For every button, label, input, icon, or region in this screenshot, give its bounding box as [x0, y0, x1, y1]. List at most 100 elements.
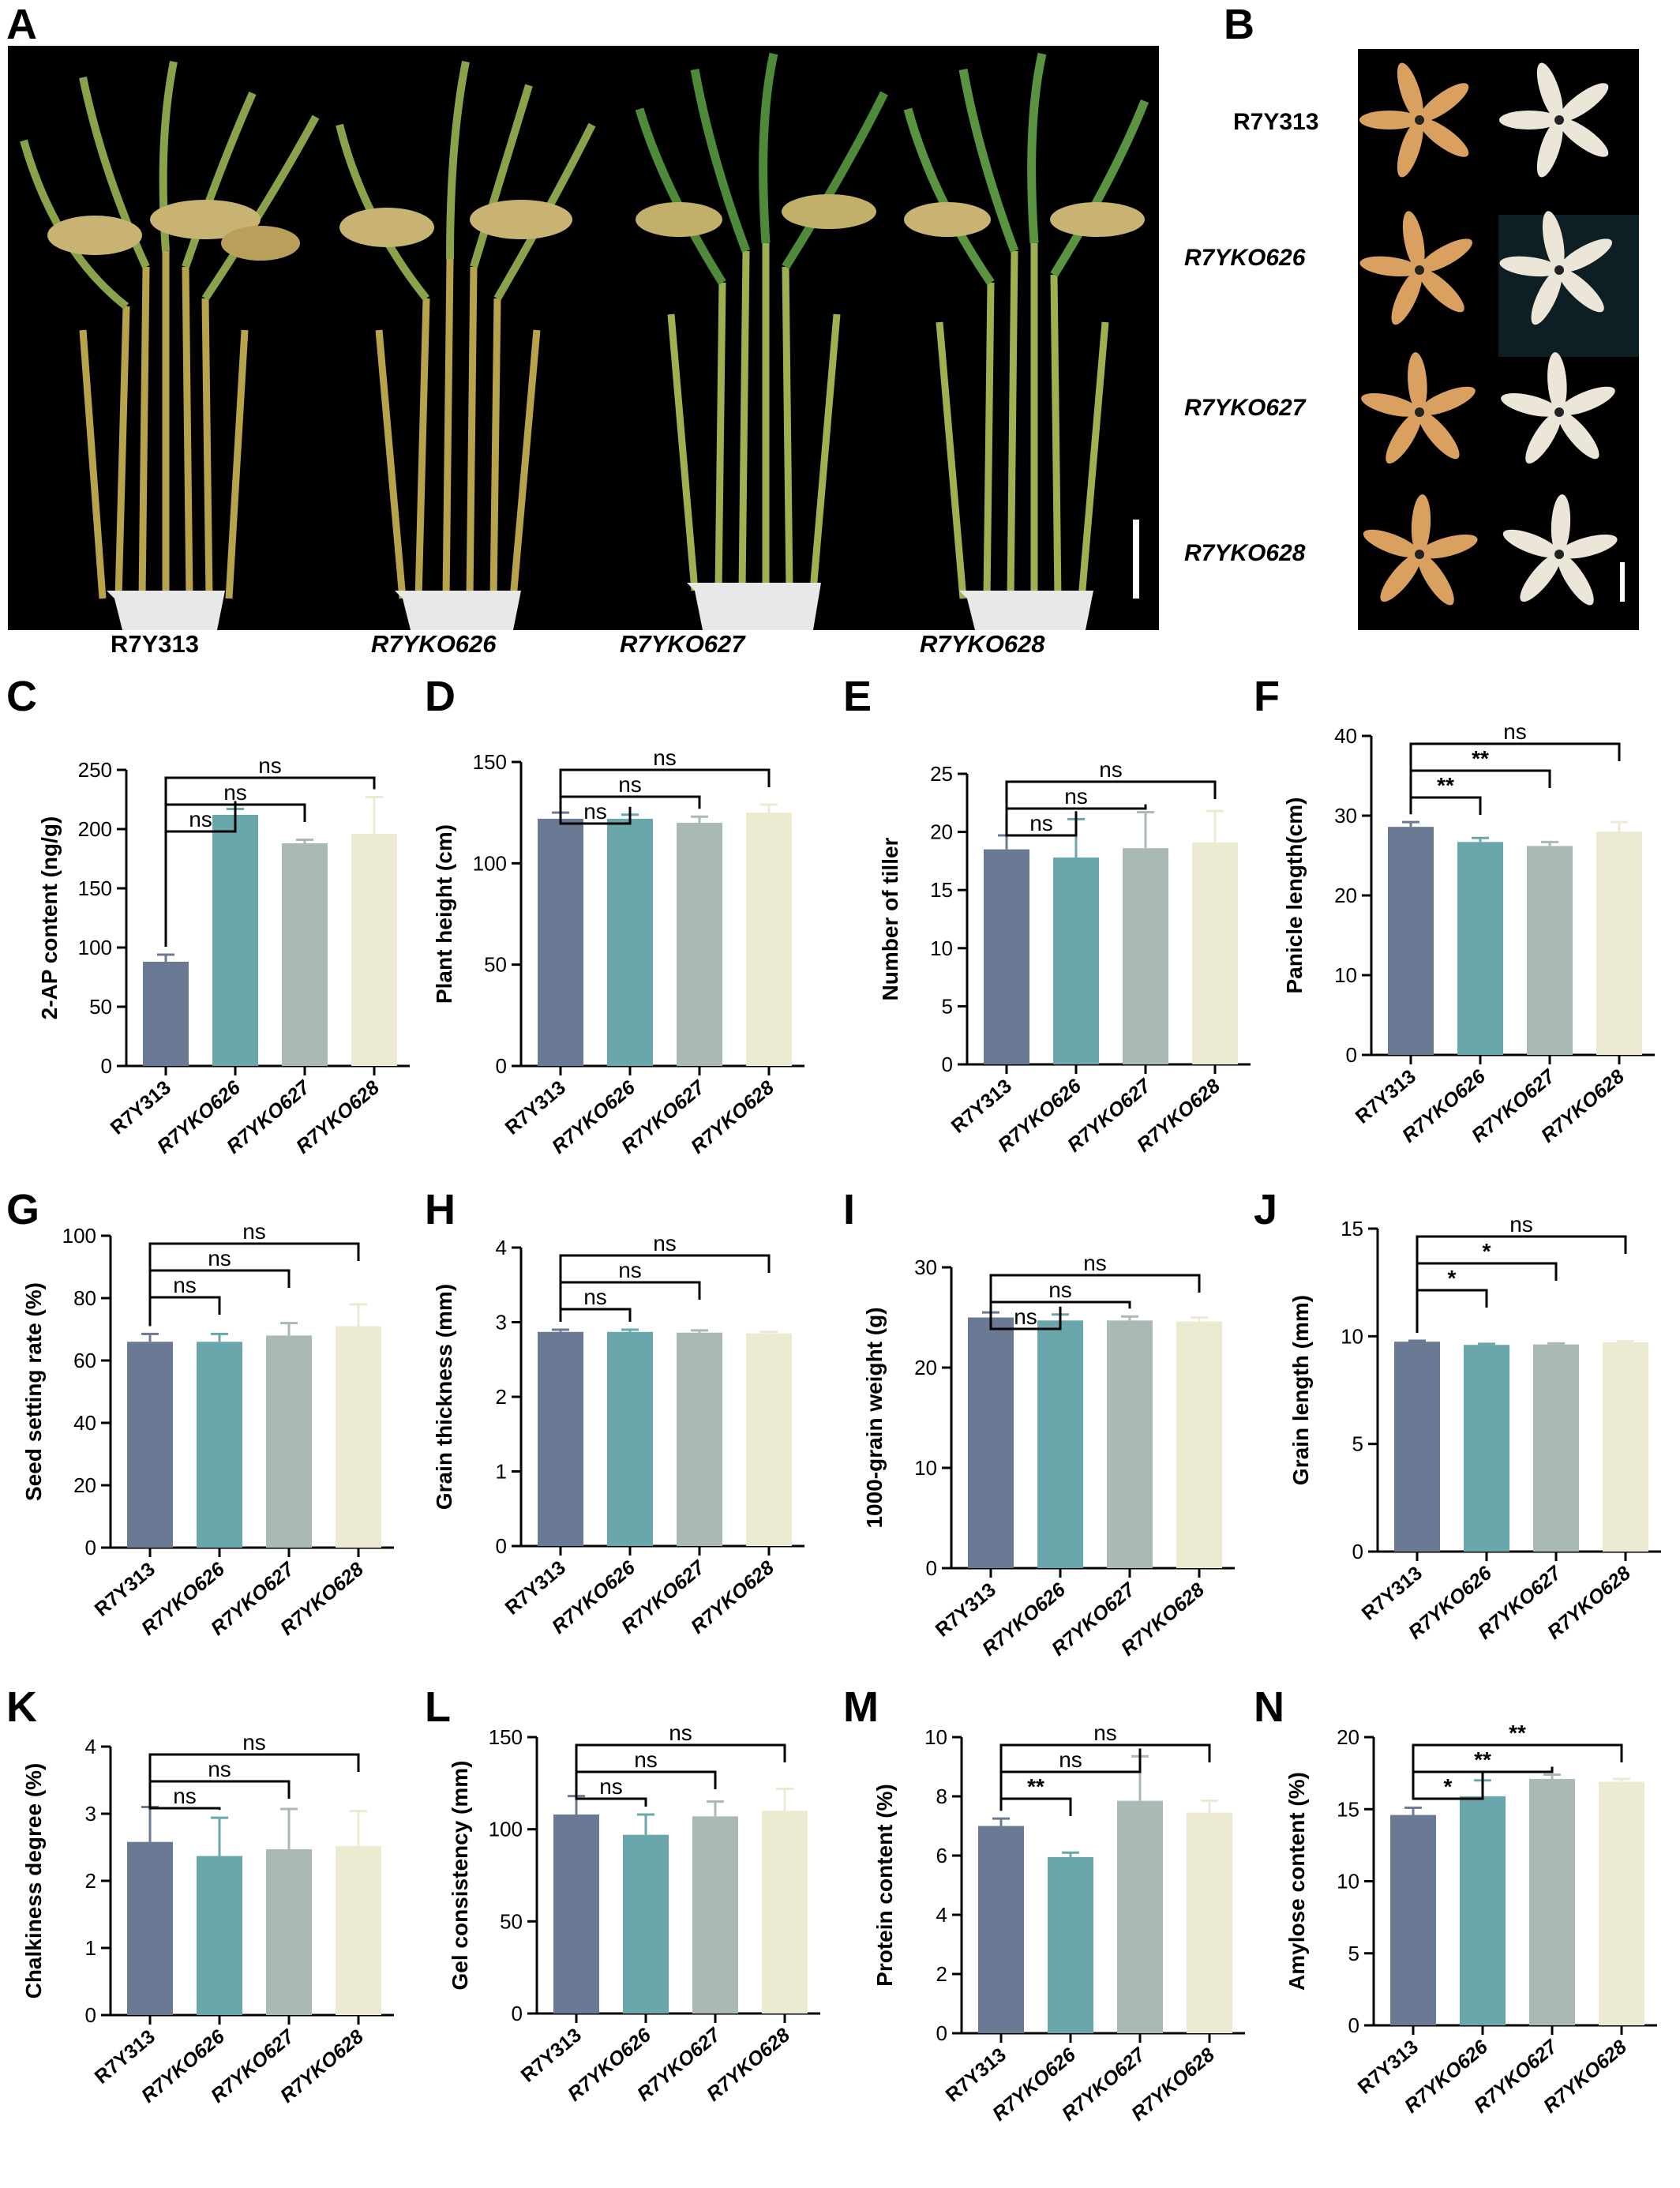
- plant-r7y313: [20, 61, 320, 630]
- y-tick-label: 1: [496, 1460, 507, 1484]
- y-axis-label: Protein content (%): [872, 1784, 897, 1987]
- bar: [1457, 842, 1503, 1055]
- significance-label: ns: [583, 799, 607, 824]
- panel-letter: I: [843, 1186, 855, 1233]
- y-tick-label: 80: [73, 1286, 96, 1310]
- grain-row-label: R7Y313: [1233, 109, 1319, 135]
- significance-label: ns: [1048, 1278, 1072, 1302]
- bar: [1603, 1342, 1648, 1552]
- y-axis-label: Grain thickness (mm): [432, 1284, 456, 1510]
- grain: [1402, 211, 1425, 271]
- y-tick-label: 4: [85, 1735, 96, 1758]
- y-tick-label: 8: [936, 1785, 947, 1808]
- grain: [1558, 386, 1615, 415]
- grain: [1397, 119, 1423, 178]
- bar: [1388, 827, 1434, 1055]
- significance-bracket: [999, 1743, 1211, 1811]
- bar: [266, 1849, 312, 2015]
- y-tick-label: 15: [1337, 1797, 1359, 1821]
- plant-caption: R7YKO628: [920, 630, 1045, 658]
- y-axis-label: Panicle length(cm): [1282, 798, 1307, 994]
- y-axis-label: Chalkiness degree (%): [21, 1763, 46, 1999]
- bar: [197, 1856, 242, 2015]
- significance-label: ns: [669, 1721, 692, 1745]
- bar: [1048, 1856, 1093, 2033]
- grain: [1417, 554, 1454, 606]
- plant-caption: R7YKO626: [371, 630, 497, 658]
- bar: [336, 1326, 381, 1548]
- grain: [1501, 392, 1560, 417]
- y-tick-label: 0: [1346, 1043, 1357, 1067]
- grain: [1536, 62, 1563, 121]
- significance-bracket: [989, 1274, 1201, 1305]
- significance-label: ns: [173, 1273, 197, 1297]
- grain: [1361, 392, 1420, 417]
- bar: [1390, 1815, 1436, 2025]
- y-tick-label: 0: [85, 2003, 96, 2027]
- y-tick-label: 0: [496, 1534, 507, 1558]
- y-tick-label: 1: [85, 1936, 96, 1960]
- grain-row-label: R7YKO626: [1184, 245, 1306, 271]
- bar: [677, 1332, 722, 1546]
- significance-label: ns: [653, 1231, 677, 1255]
- panel-letter: E: [843, 673, 872, 720]
- bar: [127, 1841, 173, 2015]
- significance-label: ns: [1014, 1304, 1037, 1329]
- milled-grain-cluster: [1499, 62, 1609, 178]
- grain-center: [1554, 550, 1564, 559]
- y-axis-label: 2-AP content (ng/g): [37, 816, 62, 1020]
- grain-center: [1554, 115, 1564, 125]
- bar: [1596, 831, 1642, 1055]
- panel-letter: N: [1254, 1683, 1284, 1731]
- y-tick-label: 20: [1334, 884, 1357, 907]
- scale-bar: [1620, 562, 1625, 602]
- panel-letter: C: [6, 673, 37, 720]
- bar: [1599, 1781, 1644, 2025]
- bar: [762, 1811, 808, 2013]
- grain: [1558, 268, 1604, 313]
- y-tick-label: 200: [78, 817, 112, 841]
- bar: [1527, 846, 1573, 1055]
- grain: [1418, 268, 1464, 313]
- bar: [677, 823, 722, 1066]
- bar: [692, 1816, 738, 2013]
- milled-grain-cluster: [1502, 494, 1618, 606]
- plant-photo-panel: [8, 46, 1159, 630]
- grain-center: [1554, 407, 1564, 417]
- grain: [1558, 118, 1609, 157]
- panel-letter: K: [6, 1683, 37, 1731]
- y-axis-label: Plant height (cm): [432, 824, 456, 1004]
- bar: [1192, 842, 1238, 1064]
- bar: [282, 843, 328, 1066]
- panel-letter: F: [1254, 673, 1280, 720]
- significance-label: ns: [1503, 719, 1527, 744]
- bar: [607, 1331, 653, 1546]
- significance-bracket: [1412, 1743, 1623, 1800]
- bar: [623, 1834, 669, 2013]
- y-tick-label: 20: [914, 1356, 937, 1379]
- bar: [1117, 1800, 1163, 2033]
- significance-label: **: [1474, 1747, 1491, 1772]
- bar: [746, 813, 792, 1066]
- bar: [336, 1845, 381, 2015]
- significance-bracket: [575, 1743, 786, 1788]
- y-tick-label: 3: [496, 1311, 507, 1334]
- significance-bracket: [1409, 742, 1621, 815]
- y-tick-label: 10: [924, 1725, 947, 1749]
- bar: [127, 1342, 173, 1548]
- significance-label: ns: [1059, 1747, 1082, 1772]
- significance-bracket: [575, 1788, 647, 1807]
- grain: [1419, 386, 1476, 415]
- y-axis-label: 1000-grain weight (g): [862, 1307, 887, 1528]
- grain-row-label: R7YKO628: [1184, 540, 1306, 566]
- grain-photo-illustration: [1358, 49, 1639, 630]
- grain: [1419, 83, 1469, 122]
- grain: [1547, 352, 1567, 413]
- significance-label: **: [1509, 1721, 1526, 1745]
- bar: [978, 1826, 1024, 2033]
